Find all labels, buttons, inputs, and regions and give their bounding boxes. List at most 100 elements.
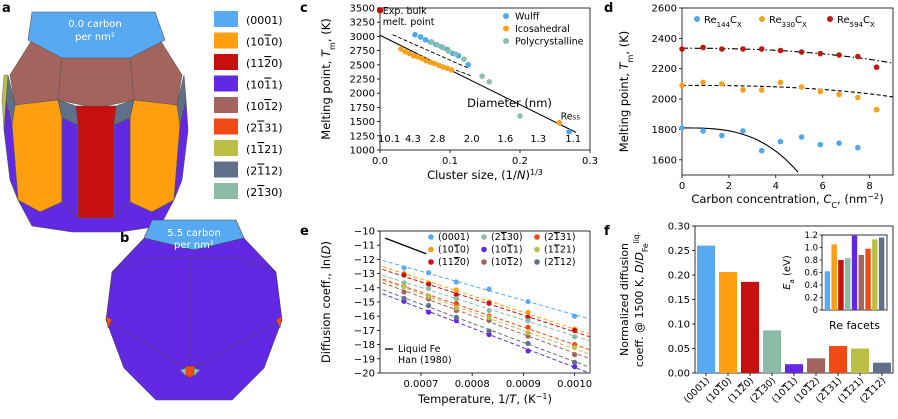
d-point-2-2 — [719, 46, 725, 52]
e-legend-label-0: (0001) — [438, 232, 470, 243]
f-xtick-label-7-char-5: ) — [856, 375, 866, 385]
legend-label-5-char-1: 2 — [250, 122, 257, 135]
e-legend-label-0-char-5: ) — [466, 232, 470, 243]
legend-label-6-char-2: 1 — [257, 143, 264, 156]
c-ytick-label-7: 2750 — [350, 46, 375, 57]
f-inset-bar-4 — [851, 235, 858, 310]
e-ylabel-part-2: ) — [319, 241, 333, 246]
legend-label-0: (0001) — [246, 14, 283, 27]
legend-label-0-char-1: 0 — [250, 14, 257, 27]
chart-c: 1000 1250 1500 1750 2000 2250 2500 2750 3000 3250… — [319, 4, 598, 183]
e-ytick-label-3: −17 — [354, 326, 375, 337]
c-ytick-label-1: 1250 — [350, 131, 375, 142]
legend-label-8-char-5: ) — [278, 186, 282, 199]
e-xtick-label-2: 0.0009 — [506, 379, 541, 390]
c-point-1-11 — [444, 65, 451, 72]
e-legend-label-1-char-3: 1 — [454, 245, 460, 256]
e-legend-label-6-char-0: ( — [544, 232, 548, 243]
c-point-2-2 — [440, 44, 446, 51]
legend-label-7-char-1: 2 — [250, 165, 257, 178]
e-point-3-3 — [486, 307, 492, 314]
e-legend-label-5-char-4: 2 — [513, 257, 519, 268]
e-point-8-0 — [401, 295, 407, 302]
e-legend-label-7-char-5: ) — [572, 245, 576, 256]
d-point-2-3 — [740, 46, 746, 52]
c-point-2-0 — [429, 39, 435, 45]
d-point-0-7 — [817, 141, 824, 148]
f-inset-bar-8 — [878, 237, 885, 310]
e-legend-label-3-char-4: 0 — [513, 232, 519, 243]
d-point-2-6 — [798, 49, 805, 55]
legend-label-6: (1121) — [246, 143, 283, 156]
f-inset-ylabel-part-0: E — [782, 283, 793, 290]
d-point-2-0 — [679, 46, 685, 52]
legend-label-5-char-2: 1 — [257, 122, 264, 135]
legend-label-5: (2131) — [246, 122, 283, 135]
e-legend-label-7: (1121) — [544, 245, 576, 256]
e-point-4-1 — [426, 309, 432, 315]
legend-label-8-char-0: ( — [246, 186, 250, 199]
e-xtick-label-0: 0.0007 — [403, 379, 438, 390]
chart-d: 1600 1800 2000 2200 2400 2600 0 2 4 6 8 Melting poi… — [617, 4, 894, 210]
e-fit-line-3 — [382, 274, 591, 342]
f-xtick-label-7: (1121) — [836, 375, 866, 405]
legend-label-3-char-2: 0 — [257, 79, 264, 92]
c-point-1-5 — [419, 55, 425, 62]
c-ytick-label-4: 2000 — [350, 89, 375, 100]
e-ytick-label-0: −20 — [354, 369, 375, 380]
c-xlabel-part-2: ) — [525, 168, 530, 182]
legend-label-6-char-0: ( — [246, 143, 250, 156]
e-legend-label-1-char-0: ( — [438, 245, 442, 256]
d-legend-label-1-part-0: Re — [769, 15, 782, 26]
c-xtick-label-3: 0.3 — [582, 156, 598, 167]
panel-a-letter: a — [2, 1, 11, 16]
c-xtick-label-0: 0.0 — [372, 156, 388, 167]
legend-label-8: (2130) — [246, 186, 283, 199]
c-xlabel: Cluster size, (1/N)1/3 — [427, 168, 543, 183]
chart-e: −20−19−18−17−16−15−14−13−12−11−100.0007 0… — [319, 227, 592, 407]
d-point-0-1 — [700, 128, 706, 134]
crystal-b — [105, 219, 283, 401]
d-ylabel-part-1: T — [617, 61, 631, 69]
legend-label-1-char-3: 1 — [264, 36, 271, 49]
d-xlabel-part-0: Carbon concentration, — [691, 192, 823, 206]
legend-label-5-char-4: 1 — [271, 122, 278, 135]
c-ytick-label-9: 3250 — [350, 18, 375, 29]
legend-label-0-char-5: ) — [278, 14, 282, 27]
d-legend-label-0-part-0: Re — [704, 15, 717, 26]
f-ytick-label-5: 0.25 — [668, 246, 690, 257]
facet-0001-top — [27, 11, 166, 59]
f-xtick-label-4-char-0: ( — [770, 395, 780, 405]
facet-1012-center — [57, 57, 135, 109]
f-xtick-label-6: (2131) — [814, 375, 844, 405]
c-ytick-label-3: 1750 — [350, 103, 375, 114]
f-inset-bar-2 — [838, 260, 844, 310]
panel-b: b 5.5 carbon per nm² — [105, 219, 283, 401]
e-point-1-2 — [453, 287, 459, 293]
d-xtick-label-3: 6 — [819, 181, 825, 192]
e-legend-label-4-char-1: 1 — [495, 245, 501, 256]
legend-label-2-char-3: 2 — [264, 57, 271, 70]
e-legend-label-8-char-2: 1 — [554, 257, 560, 268]
c-diameter-label-6: 1.1 — [565, 134, 581, 145]
d-ylabel-part-2: m — [626, 54, 635, 62]
legend-label-1-char-5: ) — [278, 36, 282, 49]
e-legend-label-6: (2131) — [544, 232, 576, 243]
c-exp-label-1: Exp. bulk — [383, 6, 427, 17]
d-legend-label-1-part-2: C — [795, 15, 802, 26]
panel-e-letter: e — [300, 224, 309, 239]
c-point-2-1 — [434, 42, 441, 48]
c-ylabel-part-2: m — [328, 42, 337, 50]
d-ytick-label-1: 1800 — [652, 125, 677, 136]
legend-label-3-char-1: 1 — [250, 79, 257, 92]
c-ytick-label-8: 3000 — [350, 32, 375, 43]
e-legend-marker-2 — [428, 259, 434, 265]
f-bar-4 — [784, 364, 804, 373]
f-bar-3 — [762, 330, 782, 373]
e-legend-label-2-char-0: ( — [438, 257, 442, 268]
legend-label-6-char-3: 2 — [264, 143, 271, 156]
e-point-2-0 — [401, 272, 407, 278]
e-legend-label-8-char-0: ( — [544, 257, 548, 268]
e-legend-label-3-char-5: ) — [519, 232, 523, 243]
e-point-0-4 — [525, 298, 531, 305]
